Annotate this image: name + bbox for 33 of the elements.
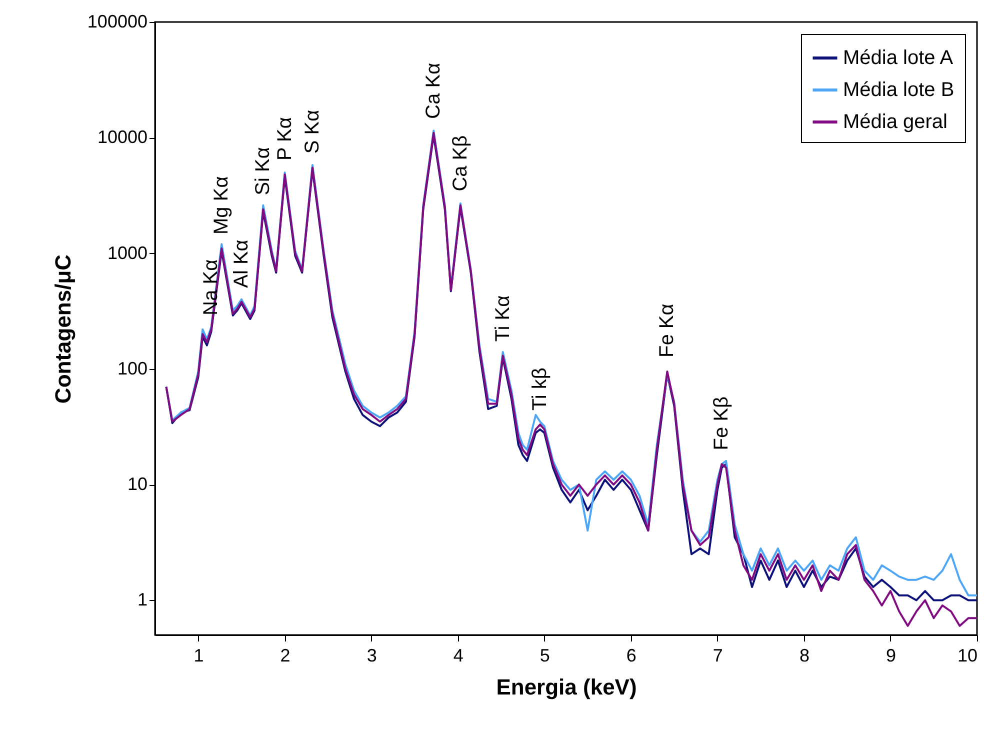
annotation: S Kα — [301, 110, 324, 154]
annotation: Ti Kα — [492, 295, 514, 342]
x-tick-label: 7 — [712, 646, 723, 666]
annotation: Al Kα — [230, 240, 253, 288]
annotation: Fe Kβ — [710, 396, 733, 450]
annotation: Mg Kα — [210, 176, 233, 234]
y-axis-title: Contagens/μC — [50, 254, 76, 404]
y-tick-label: 10000 — [97, 127, 148, 148]
y-tick-label: 100000 — [87, 12, 148, 32]
x-tick-label: 3 — [366, 646, 377, 666]
annotation: P Kα — [274, 117, 296, 160]
annotation: Ca Kβ — [449, 135, 472, 192]
legend-label: Média lote B — [843, 79, 954, 101]
annotation: Ca Kα — [422, 62, 445, 119]
x-tick-label: 1 — [194, 646, 204, 666]
y-tick-label: 1000 — [107, 242, 148, 263]
annotation: Na Kα — [200, 259, 222, 316]
x-tick-label: 2 — [280, 646, 290, 666]
annotation: Ti kβ — [529, 368, 552, 411]
x-tick-label: 9 — [886, 646, 896, 666]
x-tick-label: 6 — [626, 646, 636, 666]
x-tick-label: 8 — [799, 646, 810, 666]
legend-label: Média geral — [843, 111, 948, 133]
y-tick-label: 10 — [127, 474, 148, 494]
annotation: Fe Kα — [656, 304, 678, 358]
legend-label: Média lote A — [843, 47, 954, 69]
y-tick-label: 1 — [137, 590, 148, 610]
x-axis-title: Energia (keV) — [496, 674, 637, 700]
annotation: Si Kα — [252, 147, 274, 196]
x-tick-label: 4 — [453, 646, 464, 666]
x-tick-label: 10 — [957, 646, 978, 666]
y-tick-label: 100 — [117, 358, 148, 378]
x-tick-label: 5 — [540, 646, 550, 666]
